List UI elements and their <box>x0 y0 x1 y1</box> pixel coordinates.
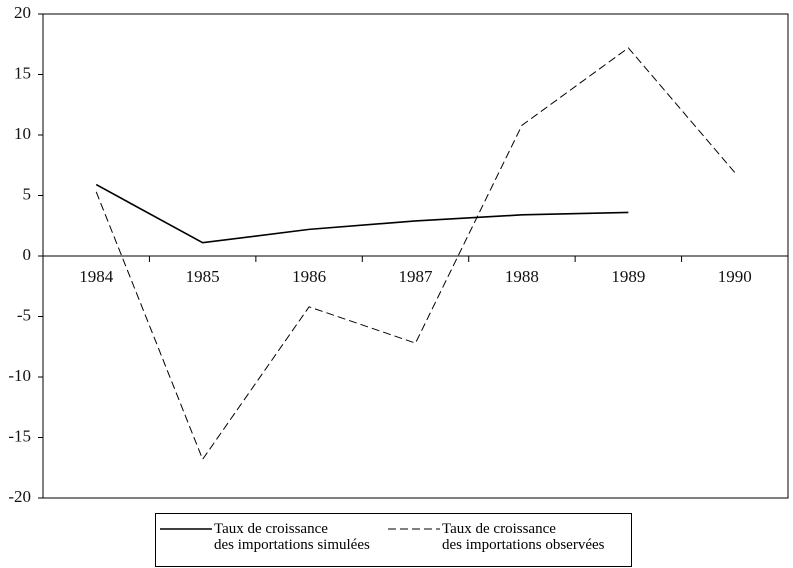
y-tick-label: -5 <box>17 305 31 324</box>
y-tick-label: -20 <box>8 487 31 506</box>
y-tick-label: 0 <box>23 245 32 264</box>
x-tick-label: 1987 <box>399 267 434 286</box>
y-tick-label: -10 <box>8 366 31 385</box>
y-tick-label: 10 <box>14 124 31 143</box>
chart: -20 -15 -10 -5 0 5 10 15 20 1984 1985 1986 1987 1988 1… <box>8 3 789 506</box>
legend-entry: Taux de croissance des importations simu… <box>156 514 384 566</box>
x-tick-label: 1986 <box>292 267 326 286</box>
legend-swatch <box>160 528 212 530</box>
y-tick-label: 15 <box>14 63 31 82</box>
legend-label: Taux de croissance des importations obse… <box>442 521 605 553</box>
x-tick-label: 1984 <box>79 267 114 286</box>
legend-entry: Taux de croissance des importations obse… <box>384 514 622 566</box>
legend-swatch <box>388 528 440 530</box>
legend-label: Taux de croissance des importations simu… <box>214 521 370 553</box>
y-tick-label: -15 <box>8 426 31 445</box>
series-line <box>95 183 629 244</box>
y-tick-label: 5 <box>23 184 32 203</box>
series-line <box>95 47 736 461</box>
x-tick-label: 1988 <box>505 267 539 286</box>
x-tick-label: 1990 <box>718 267 752 286</box>
legend: Taux de croissance des importations simu… <box>155 513 632 567</box>
x-tick-label: 1989 <box>611 267 645 286</box>
y-tick-label: 20 <box>14 3 31 22</box>
x-tick-label: 1985 <box>186 267 220 286</box>
